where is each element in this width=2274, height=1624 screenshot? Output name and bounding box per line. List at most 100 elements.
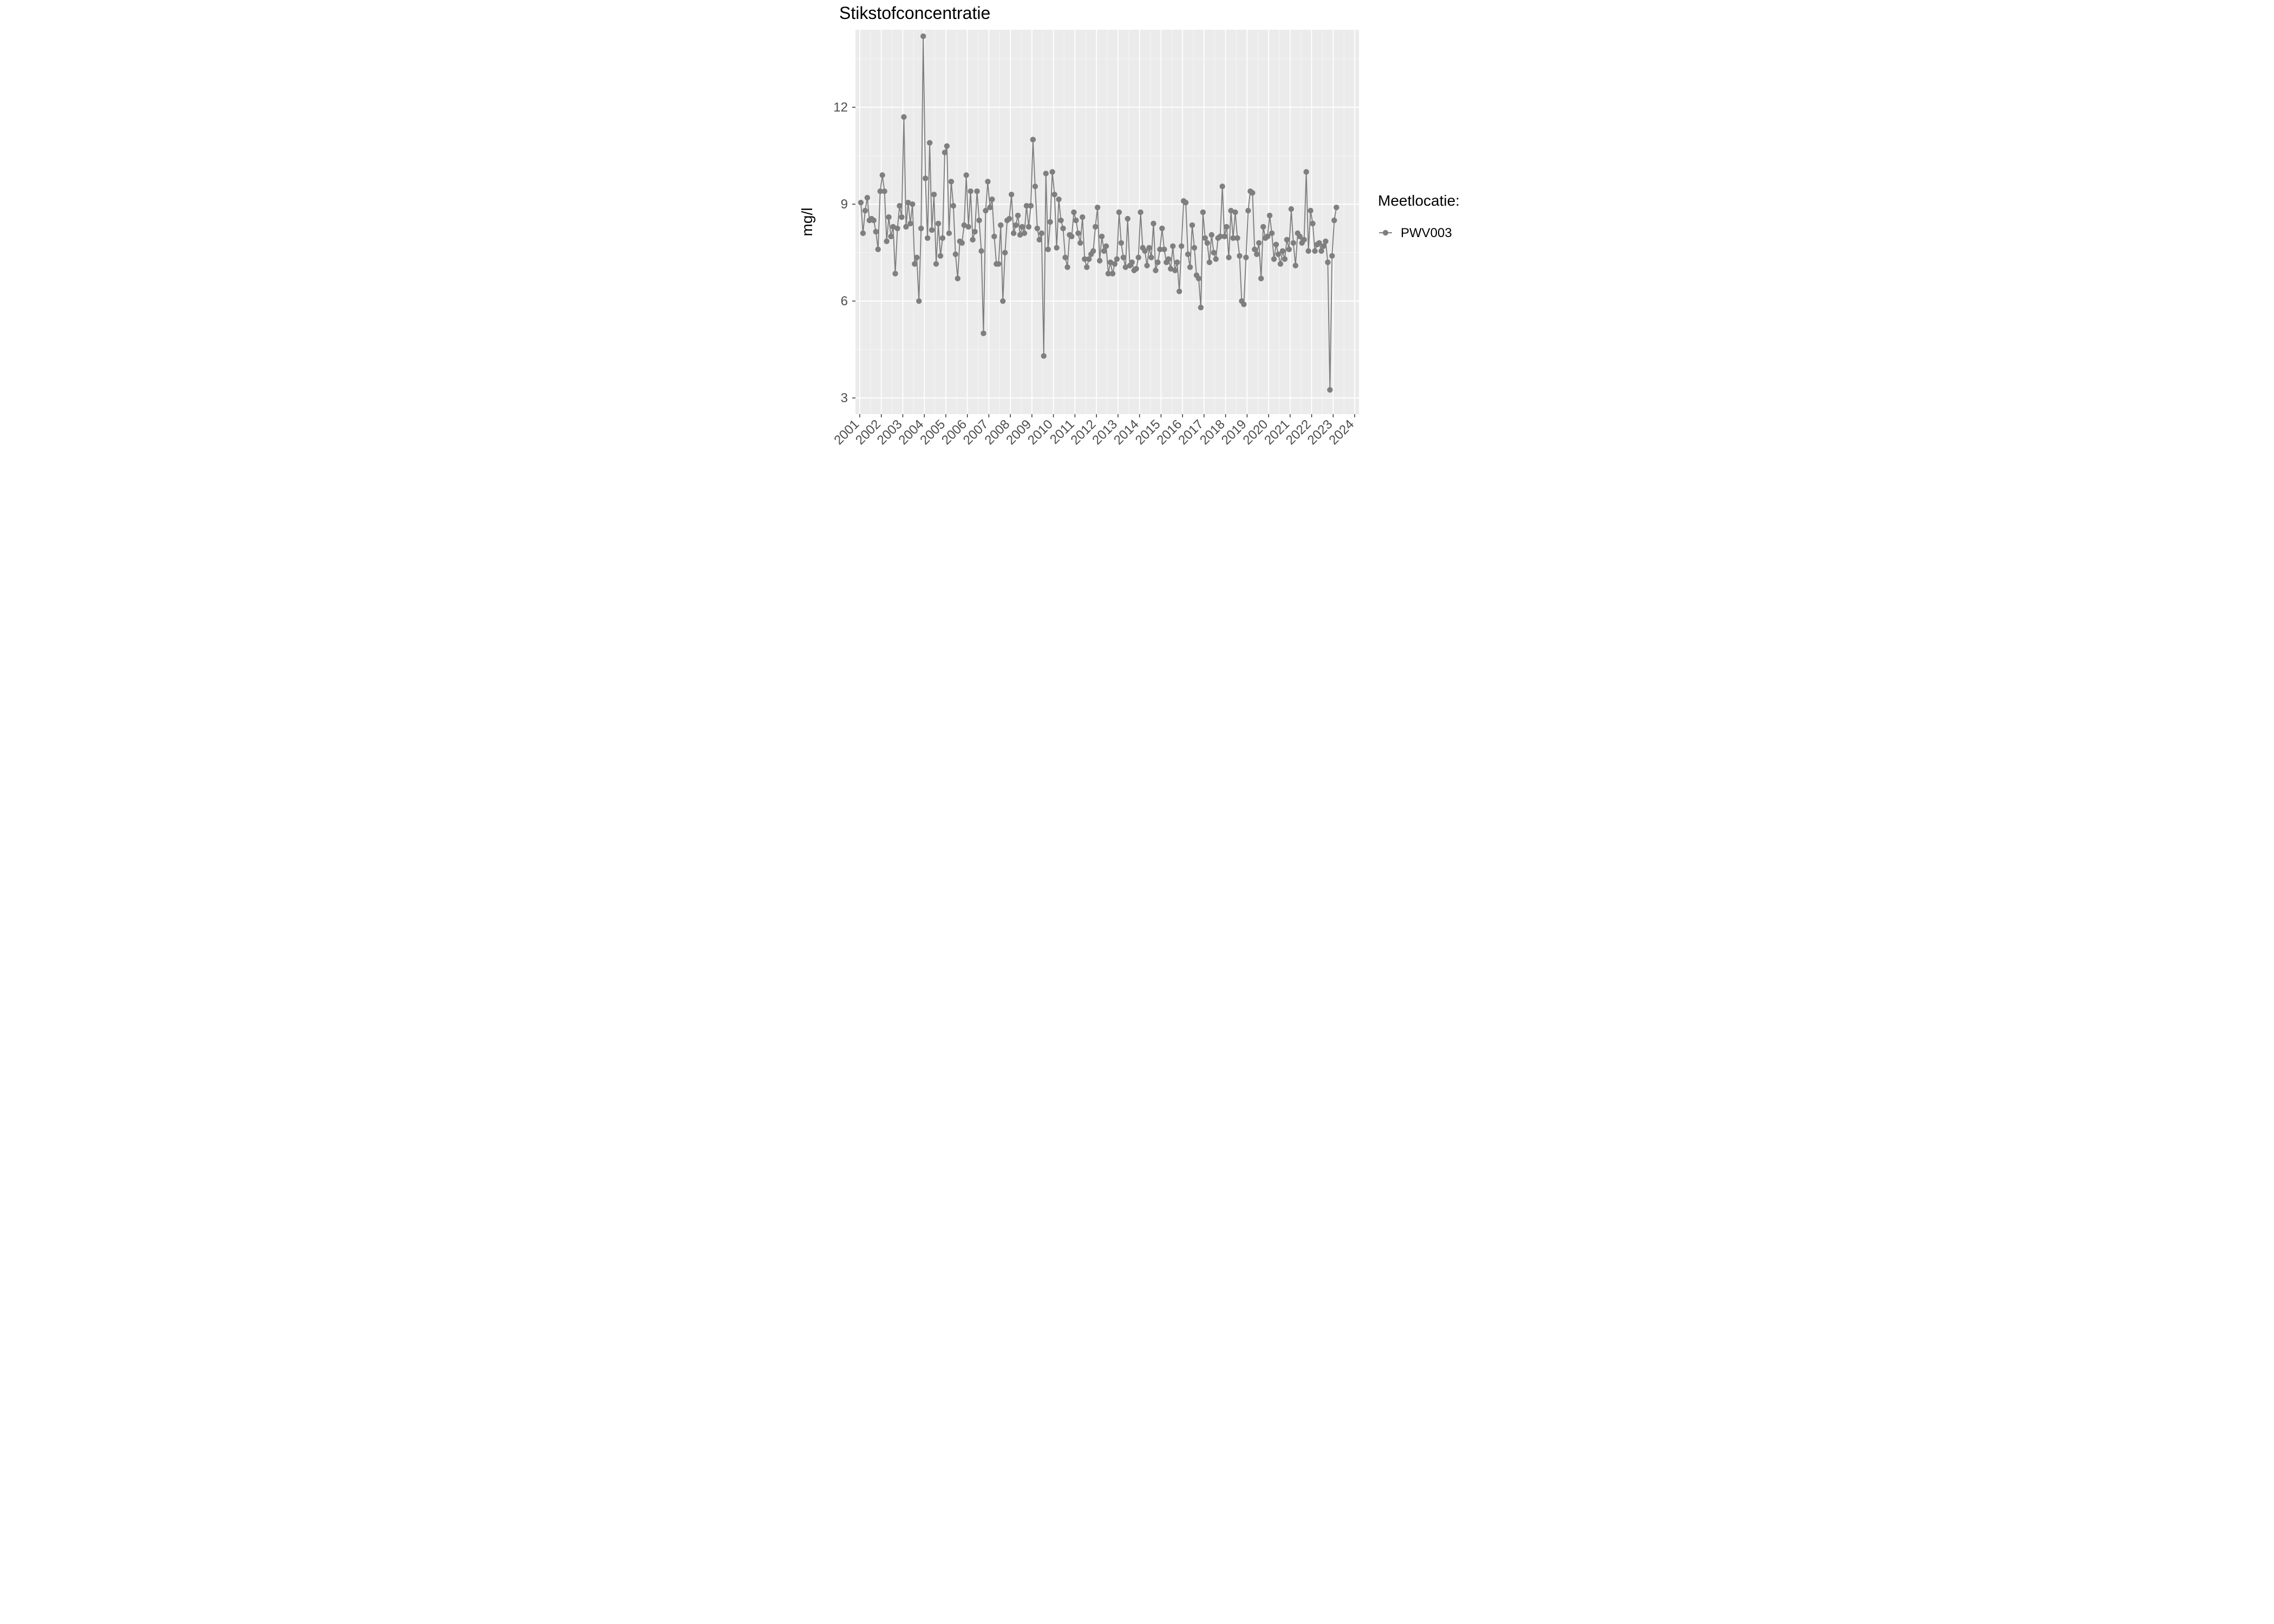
legend-point-icon [1383,230,1388,235]
series-point [886,214,891,220]
series-point [923,175,928,181]
series-point [1049,169,1055,174]
series-point [894,226,900,231]
series-point [1252,247,1257,252]
series-point [1007,216,1012,221]
series-point [1114,256,1120,261]
series-point [1310,221,1315,226]
series-point [942,150,948,155]
series-point [1135,254,1141,260]
series-point [1051,192,1057,197]
series-point [1144,263,1149,268]
series-point [1148,254,1154,260]
series-point [1035,226,1040,231]
series-point [1000,298,1005,304]
series-point [879,172,885,178]
series-point [978,248,984,254]
series-point [1039,231,1044,236]
series-point [944,143,950,149]
series-point [1271,256,1277,261]
y-tick-label: 9 [841,197,848,212]
series-point [1312,248,1317,254]
series-point [1043,171,1049,176]
series-point [1119,240,1124,246]
series-point [1095,205,1100,210]
series-point [931,192,937,197]
series-point [1291,240,1296,246]
series-point [955,276,960,281]
series-point [920,34,926,39]
series-point [1026,224,1031,230]
series-point [1192,245,1197,251]
series-point [1190,222,1195,228]
series-point [1293,263,1298,268]
chart-title: Stikstofconcentratie [839,3,990,23]
legend-item: PWV003 [1379,226,1452,240]
series-point [1086,256,1092,261]
series-point [1097,258,1102,263]
series-point [901,114,906,120]
series-point [865,195,870,200]
series-point [1166,256,1171,261]
series-point [1226,254,1231,260]
series-point [912,261,917,266]
series-point [1121,254,1126,260]
chart-svg: 3691220012002200320042005200620072008200… [796,0,1478,487]
series-point [938,253,943,258]
series-point [914,254,919,260]
series-point [1245,208,1251,213]
series-point [959,240,965,246]
series-point [1200,209,1206,215]
y-tick-label: 6 [841,294,848,309]
series-point [1073,218,1079,223]
series-point [1305,248,1311,254]
series-point [985,179,990,184]
y-axis-label: mg/l [799,208,815,237]
series-point [1177,289,1182,294]
series-point [972,229,977,234]
series-point [1301,237,1306,243]
series-point [1325,259,1330,265]
series-point [1187,264,1193,270]
series-point [965,224,971,230]
series-point [1256,240,1262,246]
legend-series-label: PWV003 [1401,226,1452,240]
x-tick-label: 2024 [1326,417,1357,448]
series-point [1179,244,1184,249]
series-point [897,203,902,208]
series-point [875,247,881,252]
series-point [991,234,997,239]
series-point [860,231,866,236]
series-point [1002,250,1008,255]
y-tick-label: 3 [841,391,848,405]
series-point [1037,237,1042,243]
series-point [1334,205,1339,210]
series-point [1185,251,1191,257]
series-point [1013,222,1018,228]
series-point [1172,267,1178,273]
series-point [1327,387,1332,392]
series-point [1234,235,1240,241]
series-point [1080,214,1085,220]
series-point [1267,213,1272,218]
series-point [1308,208,1313,213]
series-point [1028,203,1034,208]
series-point [1153,267,1158,273]
series-point [1207,259,1212,265]
series-point [1033,184,1038,189]
series-point [1112,261,1118,266]
series-point [1054,245,1059,251]
series-point [1329,253,1335,258]
series-point [1077,240,1083,246]
series-point [976,218,982,223]
series-point [1278,261,1283,266]
legend-title: Meetlocatie: [1378,192,1460,209]
series-point [989,197,995,202]
series-point [1159,226,1165,231]
series-point [1198,305,1204,310]
series-point [987,205,992,210]
series-point [871,218,877,223]
series-point [1280,248,1285,254]
series-point [1011,231,1016,236]
chart-container: 3691220012002200320042005200620072008200… [796,0,1478,487]
